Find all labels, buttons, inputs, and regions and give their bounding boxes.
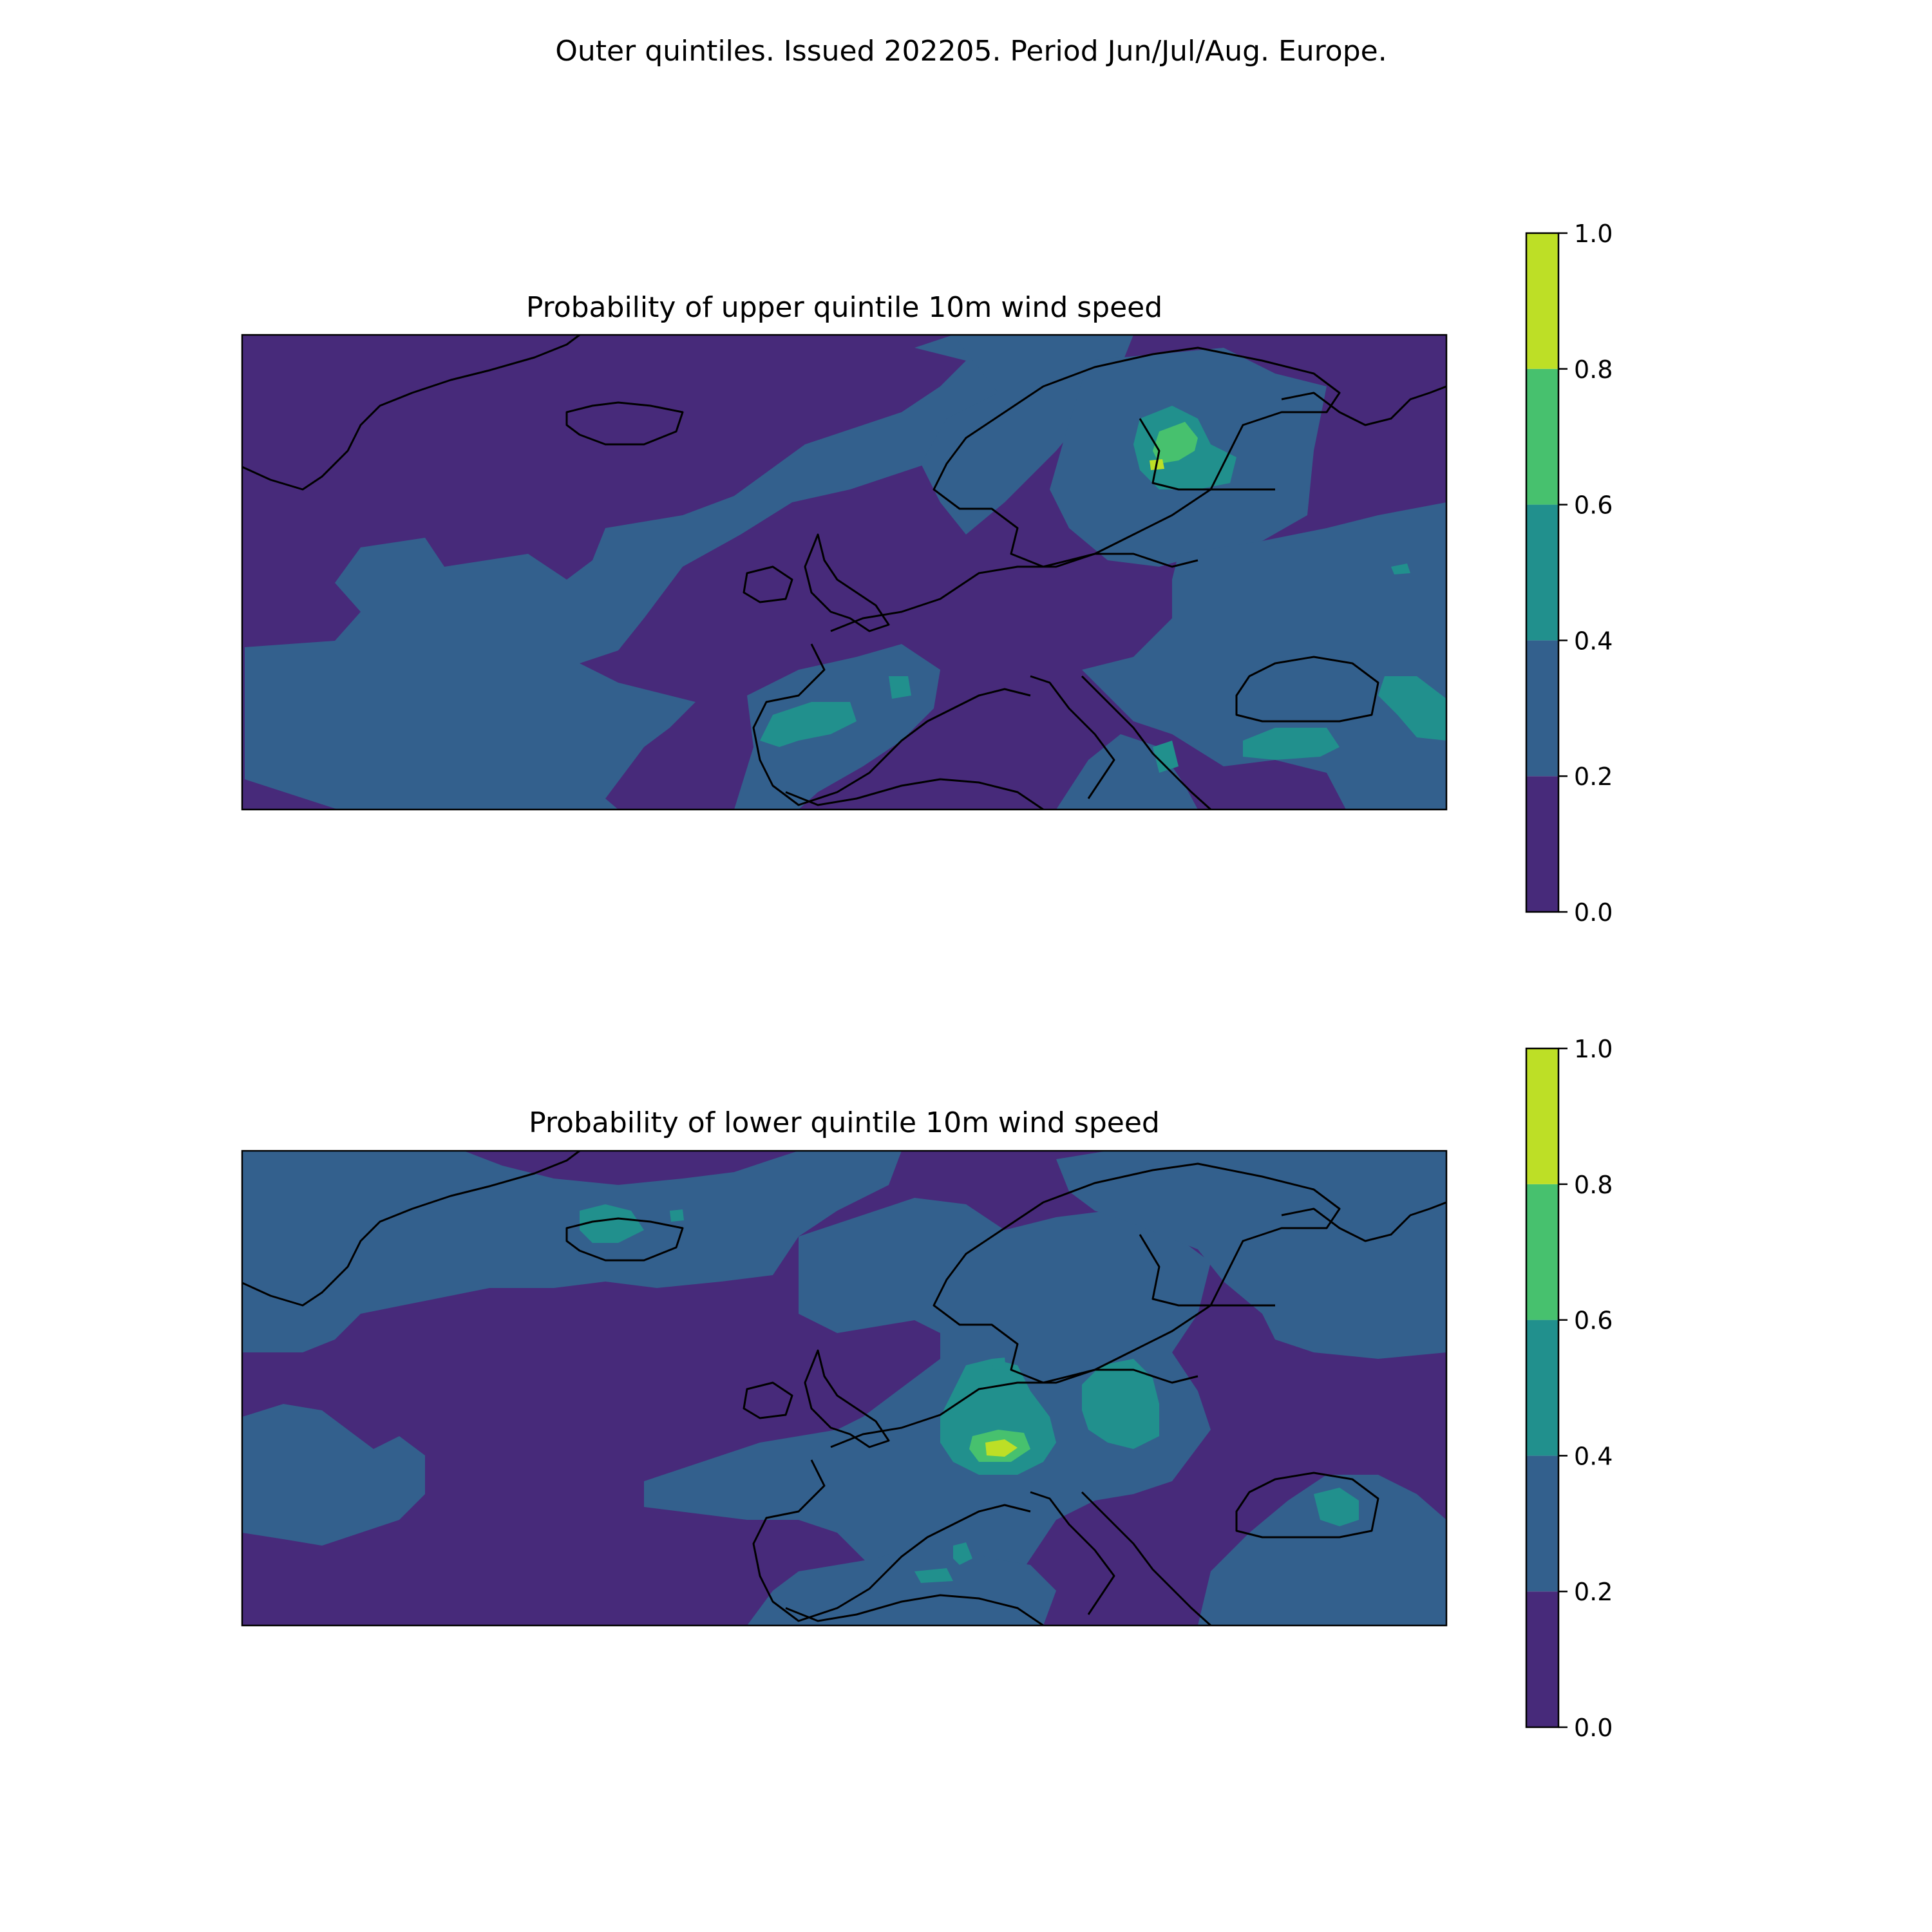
upper-colorbar-band-0 (1526, 776, 1558, 912)
upper-region-france-spot (889, 676, 911, 699)
upper-coastline-russia-north (1281, 385, 1446, 426)
panel-lower: Probability of lower quintile 10m wind s… (241, 1035, 1613, 1742)
lower-region-iceland (580, 1204, 644, 1243)
lower-colorbar-tick-label-4: 0.8 (1574, 1171, 1613, 1199)
upper-colorbar-tick-label-0: 0.0 (1574, 898, 1613, 927)
lower-colorbar-tick-label-3: 0.6 (1574, 1307, 1613, 1335)
lower-coastline-ireland (743, 1381, 793, 1419)
lower-colorbar-frame (1525, 1047, 1560, 1728)
lower-region-southeast (1198, 1475, 1446, 1625)
lower-coastline-iceland (565, 1217, 684, 1262)
upper-coastline-finland (1139, 418, 1275, 491)
lower-region-atlantic-southwest (242, 1404, 425, 1546)
lower-colorbar-tick-label-0: 0.0 (1574, 1714, 1613, 1742)
panel-lower-map (242, 1151, 1446, 1625)
upper-colorbar-tick-label-1: 0.2 (1574, 762, 1613, 791)
lower-region-tunisia (914, 1568, 953, 1583)
upper-colorbar-ticks: 0.0 0.2 0.4 0.6 0.8 1.0 (1558, 220, 1613, 927)
upper-coastline-black-sea (1235, 656, 1379, 723)
lower-colorbar-band-1 (1526, 1455, 1558, 1592)
lower-colorbar-tick-label-1: 0.2 (1574, 1578, 1613, 1606)
upper-colorbar-tick-label-4: 0.8 (1574, 355, 1613, 384)
upper-colorbar: 0.0 0.2 0.4 0.6 0.8 1.0 (1525, 220, 1613, 927)
panel-lower-title: Probability of lower quintile 10m wind s… (529, 1106, 1160, 1139)
upper-coastline-uk (804, 533, 890, 632)
lower-region-greenland-iceland (242, 1151, 902, 1352)
lower-coastline-iberia (752, 1459, 1031, 1622)
lower-region-poland (1082, 1359, 1159, 1449)
lower-region-iceland-east (670, 1209, 684, 1222)
upper-coastline-scandinavia (933, 346, 1341, 568)
lower-region-sardinia (953, 1542, 972, 1565)
upper-region-finland-max (1153, 422, 1198, 464)
lower-region-north-sea-europe (644, 1198, 1211, 1610)
upper-region-norway-sea (921, 335, 1133, 535)
lower-coastline-italy (1030, 1491, 1115, 1615)
lower-colorbar-band-3 (1526, 1184, 1558, 1320)
upper-coastline-north-africa (785, 778, 1044, 810)
upper-region-north-atlantic-central (245, 335, 1095, 810)
lower-coastline-scandinavia (933, 1162, 1341, 1384)
lower-colorbar-ticks: 0.0 0.2 0.4 0.6 0.8 1.0 (1558, 1035, 1613, 1742)
lower-coastline-uk (804, 1349, 890, 1448)
lower-colorbar-band-2 (1526, 1320, 1558, 1456)
panel-upper: Probability of upper quintile 10m wind s… (241, 220, 1613, 927)
lower-region-alps-peak (985, 1439, 1018, 1457)
panel-upper-frame (241, 334, 1448, 811)
upper-region-aegean-turkey (1153, 741, 1179, 773)
upper-region-caspian-east (1378, 676, 1446, 741)
lower-colorbar-band-4 (1526, 1048, 1558, 1184)
lower-coastlines (242, 1151, 1446, 1625)
upper-coastline-greenland (242, 335, 580, 491)
lower-colorbar-bands (1526, 1048, 1558, 1727)
lower-coastline-black-sea (1235, 1472, 1379, 1539)
figure-suptitle: Outer quintiles. Issued 202205. Period J… (555, 35, 1387, 68)
lower-coastline-russia-north (1281, 1201, 1446, 1242)
upper-region-anatolia (1243, 728, 1340, 760)
upper-colorbar-frame (1525, 232, 1560, 913)
upper-coastline-iceland (565, 401, 684, 446)
upper-coastline-continent (830, 553, 1198, 632)
upper-colorbar-tick-label-2: 0.4 (1574, 627, 1613, 655)
lower-region-baltic-spot (992, 1358, 1006, 1370)
lower-colorbar-tick-label-5: 1.0 (1574, 1035, 1613, 1063)
lower-colorbar-tick-label-2: 0.4 (1574, 1442, 1613, 1470)
upper-coastline-ireland (743, 565, 793, 603)
upper-colorbar-tick-label-5: 1.0 (1574, 220, 1613, 248)
lower-coastline-finland (1139, 1234, 1275, 1307)
upper-coastline-italy (1030, 675, 1115, 799)
panel-upper-title: Probability of upper quintile 10m wind s… (526, 291, 1162, 324)
upper-colorbar-band-2 (1526, 504, 1558, 641)
upper-coastline-balkans (1081, 675, 1212, 810)
upper-colorbar-tick-label-3: 0.6 (1574, 491, 1613, 520)
lower-coastline-balkans (1081, 1491, 1212, 1625)
upper-region-iberia-north (760, 702, 857, 747)
lower-coastline-greenland (242, 1151, 580, 1307)
upper-colorbar-band-3 (1526, 368, 1558, 505)
upper-colorbar-band-4 (1526, 233, 1558, 369)
panel-lower-frame (241, 1150, 1448, 1627)
lower-region-black-sea-east (1314, 1488, 1359, 1526)
lower-colorbar-band-0 (1526, 1591, 1558, 1727)
upper-region-eastern-europe (1082, 502, 1446, 810)
panel-upper-map (242, 335, 1446, 810)
lower-region-mediterranean (747, 1546, 1056, 1625)
upper-colorbar-bands (1526, 233, 1558, 912)
lower-region-arctic-russia (1056, 1151, 1446, 1359)
upper-coastline-iberia (752, 643, 1031, 806)
upper-colorbar-band-1 (1526, 640, 1558, 777)
lower-colorbar: 0.0 0.2 0.4 0.6 0.8 1.0 (1525, 1035, 1613, 1742)
lower-coastline-continent (830, 1368, 1198, 1448)
lower-coastline-north-africa (785, 1594, 1044, 1625)
upper-coastlines (242, 335, 1446, 810)
upper-region-caucasus-spot (1391, 564, 1410, 574)
